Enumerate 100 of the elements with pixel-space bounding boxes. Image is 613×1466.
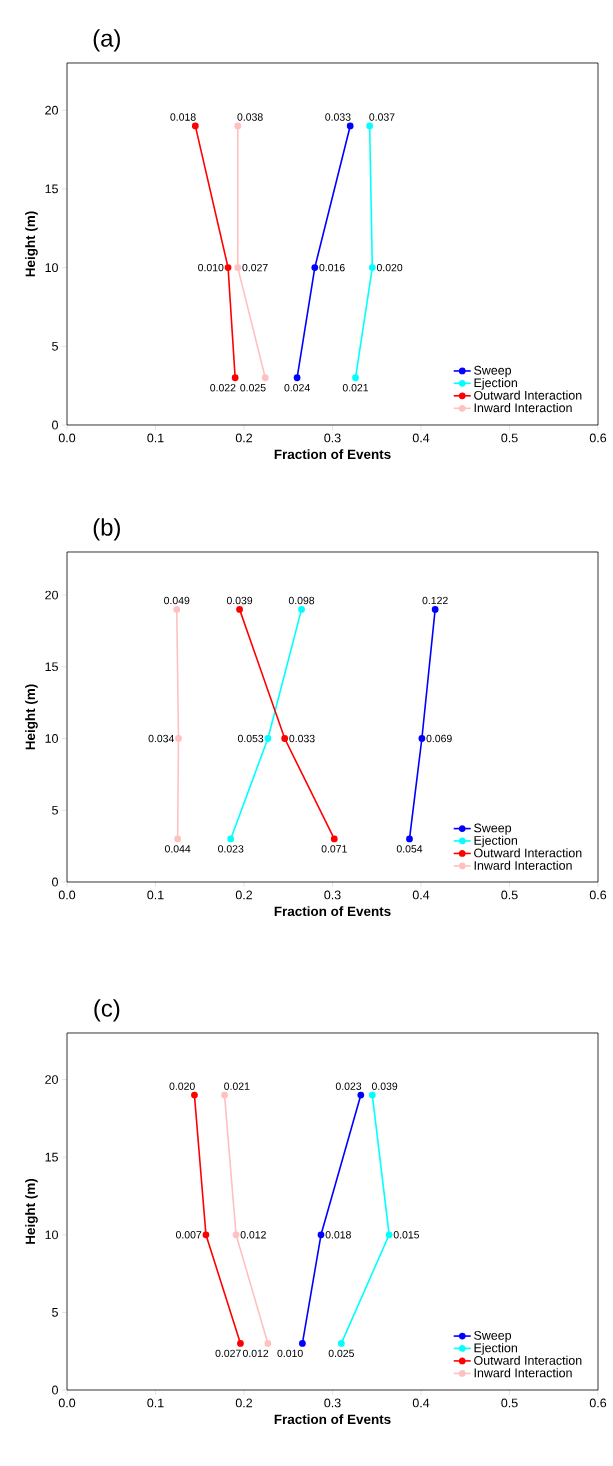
annotation: 0.122 xyxy=(422,596,448,605)
point xyxy=(368,1091,376,1099)
annotation: 0.049 xyxy=(164,596,190,605)
y-axis-title: Height (m) xyxy=(25,684,38,750)
annotation: 0.010 xyxy=(198,263,224,272)
point xyxy=(299,1340,306,1347)
legend-label: Ejection xyxy=(474,835,517,848)
legend-label: Inward Interaction xyxy=(474,860,572,870)
point xyxy=(234,264,242,271)
x-tick-label: 0.4 xyxy=(412,433,430,443)
y-tick-label: 5 xyxy=(52,341,58,351)
y-tick-label: 0 xyxy=(52,877,58,887)
y-tick-label: 0 xyxy=(52,420,58,430)
legend-label: Sweep xyxy=(474,823,512,835)
annotation: 0.020 xyxy=(169,1082,195,1090)
annotation: 0.025 xyxy=(240,383,266,392)
annotation: 0.027 xyxy=(215,1349,241,1358)
annotation: 0.010 xyxy=(277,1349,303,1358)
y-tick-label: 0 xyxy=(52,1385,58,1395)
point xyxy=(337,1340,345,1347)
point xyxy=(231,374,239,382)
annotation: 0.033 xyxy=(325,113,351,121)
y-tick-label: 20 xyxy=(45,590,58,600)
chart-title: (a) xyxy=(93,29,120,52)
point xyxy=(366,122,374,130)
annotation: 0.021 xyxy=(224,1082,250,1090)
legend-label: Ejection xyxy=(474,1343,517,1355)
point xyxy=(317,1231,325,1239)
point xyxy=(298,605,305,613)
x-tick-label: 0.1 xyxy=(147,433,164,443)
y-tick-label: 15 xyxy=(45,184,58,194)
point xyxy=(418,735,426,742)
point xyxy=(191,1091,198,1099)
legend-label: Inward Interaction xyxy=(474,403,572,413)
point xyxy=(264,1340,272,1347)
point xyxy=(234,122,242,130)
point xyxy=(330,835,338,843)
y-tick-label: 10 xyxy=(45,263,58,273)
point xyxy=(357,1091,365,1099)
annotation: 0.034 xyxy=(148,734,174,743)
point xyxy=(293,374,301,382)
y-tick-label: 10 xyxy=(45,734,58,743)
legend-label: Ejection xyxy=(474,378,517,390)
point xyxy=(191,122,199,130)
annotation: 0.037 xyxy=(369,113,395,121)
y-tick-label: 5 xyxy=(52,1308,58,1317)
x-tick-label: 0.6 xyxy=(589,1398,607,1408)
annotation: 0.018 xyxy=(325,1231,351,1239)
point xyxy=(173,605,181,613)
point xyxy=(346,122,354,130)
annotation: 0.007 xyxy=(175,1231,202,1239)
annotation: 0.054 xyxy=(396,845,423,853)
annotation: 0.027 xyxy=(242,263,268,272)
annotation: 0.012 xyxy=(240,1231,266,1239)
x-tick-label: 0.1 xyxy=(147,1398,164,1408)
legend-label: Outward Interaction xyxy=(474,1355,582,1365)
x-axis-title: Fraction of Events xyxy=(274,906,391,917)
x-tick-label: 0.2 xyxy=(235,890,253,900)
annotation: 0.038 xyxy=(237,113,263,121)
point xyxy=(237,1340,244,1347)
y-tick-label: 5 xyxy=(52,805,58,815)
legend-label: Sweep xyxy=(474,1330,512,1343)
annotation: 0.018 xyxy=(170,113,196,121)
legend-label: Outward Interaction xyxy=(474,390,582,400)
chart-title: (b) xyxy=(93,518,120,541)
annotation: 0.033 xyxy=(289,734,315,743)
y-tick-label: 15 xyxy=(45,662,58,672)
x-tick-label: 0.6 xyxy=(589,433,607,443)
x-tick-label: 0.6 xyxy=(589,890,607,900)
x-tick-label: 0.0 xyxy=(58,1398,76,1408)
x-tick-label: 0.4 xyxy=(412,1398,430,1408)
annotation: 0.023 xyxy=(218,845,244,853)
legend-label: Outward Interaction xyxy=(474,848,582,858)
annotation: 0.098 xyxy=(288,596,315,605)
annotation: 0.025 xyxy=(328,1349,354,1358)
point xyxy=(352,374,359,382)
annotation: 0.015 xyxy=(393,1231,420,1239)
x-tick-label: 0.5 xyxy=(501,433,518,443)
point xyxy=(221,1091,228,1099)
annotation: 0.044 xyxy=(164,845,191,853)
annotation: 0.069 xyxy=(426,734,452,743)
x-axis-title: Fraction of Events xyxy=(274,449,391,460)
annotation: 0.039 xyxy=(226,596,253,605)
x-tick-label: 0.5 xyxy=(501,890,518,900)
annotation: 0.053 xyxy=(237,734,264,743)
x-tick-label: 0.0 xyxy=(58,890,76,900)
annotation: 0.022 xyxy=(210,383,236,392)
y-tick-label: 15 xyxy=(45,1152,58,1162)
y-axis-title: Height (m) xyxy=(25,1178,38,1244)
annotation: 0.016 xyxy=(319,263,345,272)
x-axis-title: Fraction of Events xyxy=(274,1414,391,1425)
point xyxy=(261,374,269,382)
legend-label: Sweep xyxy=(474,365,512,378)
legend-label: Inward Interaction xyxy=(474,1368,572,1378)
x-tick-label: 0.3 xyxy=(324,1398,341,1408)
annotation: 0.023 xyxy=(335,1082,362,1090)
y-tick-label: 10 xyxy=(45,1230,58,1240)
point xyxy=(236,605,243,613)
x-tick-label: 0.5 xyxy=(501,1398,518,1408)
point xyxy=(232,1231,240,1239)
